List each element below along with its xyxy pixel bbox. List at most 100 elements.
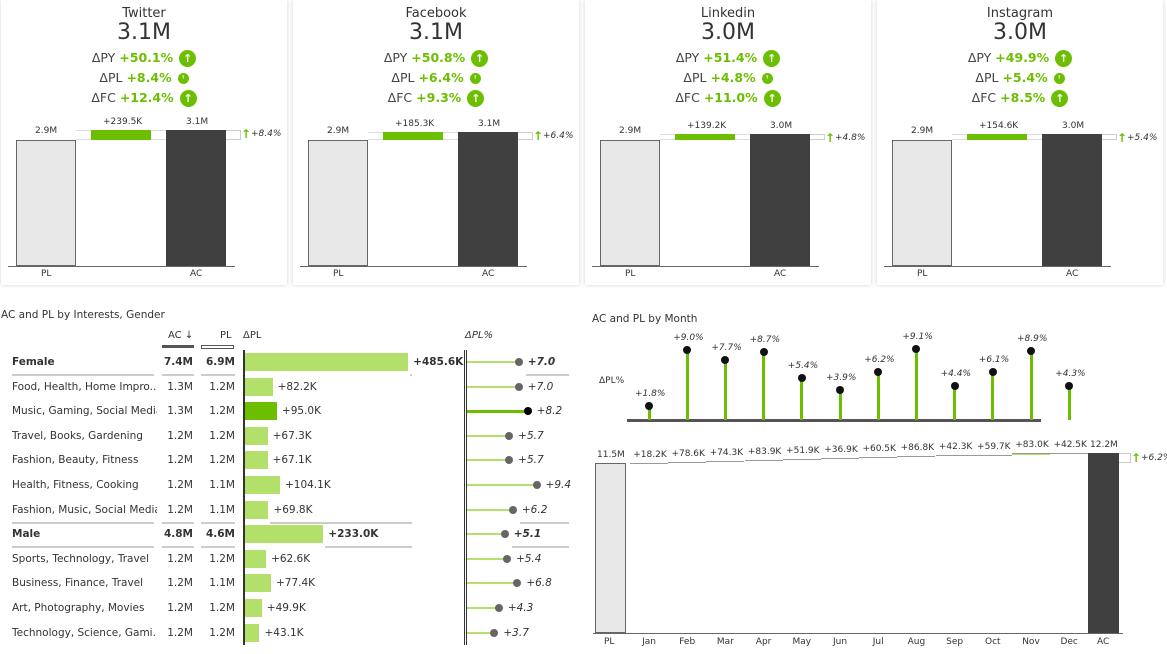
dpl-bar[interactable] — [245, 549, 267, 568]
pct-label: +8.4% — [251, 129, 282, 139]
waterfall-step[interactable] — [935, 455, 974, 457]
dpl-bar[interactable] — [245, 623, 260, 642]
card-value: 3.1M — [409, 20, 463, 45]
dpl-bar[interactable] — [245, 599, 262, 617]
header-dplp[interactable]: ΔPL% — [465, 330, 493, 341]
table-row[interactable]: Travel, Books, Gardening 1.2M 1.2M +67.3K +5… — [0, 426, 570, 448]
ac-bar[interactable] — [166, 130, 226, 266]
row-pl: 1.2M — [209, 429, 235, 442]
waterfall-step[interactable] — [1050, 452, 1089, 454]
lollipop-dot[interactable] — [797, 373, 806, 382]
dplp-dot[interactable] — [513, 579, 522, 588]
lollipop-dot[interactable] — [988, 368, 997, 377]
waterfall-step[interactable] — [897, 456, 936, 458]
arrow-up-icon: ↑ — [1131, 451, 1142, 465]
waterfall-label: +18.2K — [633, 450, 667, 461]
dpl-bar[interactable] — [245, 574, 271, 593]
card-linkedin[interactable]: Linkedin 3.0M ΔPY +51.4% ↑ ΔPL +4.8% ↑ ΔFC +11.0%… — [585, 0, 871, 285]
header-ac[interactable]: AC ↓ — [168, 330, 194, 341]
card-twitter[interactable]: Twitter 3.1M ΔPY +50.1% ↑ ΔPL +8.4% ↑ ΔFC +12.4% ↑… — [1, 0, 287, 285]
ac-bar[interactable] — [1042, 133, 1102, 266]
waterfall-step[interactable] — [744, 459, 783, 461]
row-pl: 1.2M — [209, 380, 235, 393]
table-row[interactable]: Food, Health, Home Impro... 1.3M 1.2M +82.2… — [0, 377, 570, 399]
month-label: Feb — [679, 637, 696, 647]
dplp-label: +8.2 — [536, 405, 563, 418]
dpl-label: +77.4K — [276, 577, 316, 590]
dpl-bar[interactable] — [245, 476, 280, 494]
card-facebook[interactable]: Facebook 3.1M ΔPY +50.8% ↑ ΔPL +6.4% ↑ ΔFC +9.3% ↑… — [293, 0, 579, 285]
table-row[interactable]: Music, Gaming, Social Media 1.3M 1.2M +95.0… — [0, 401, 570, 423]
dpl-bar[interactable] — [245, 426, 268, 445]
dpl-bar[interactable] — [245, 451, 268, 470]
lollipop-stem — [800, 377, 804, 420]
ac-bar[interactable] — [750, 134, 810, 266]
ac-bar[interactable] — [458, 132, 518, 266]
dplp-dot[interactable] — [532, 481, 541, 489]
table-row[interactable]: Health, Fitness, Cooking 1.2M 1.1M +104.1K +… — [0, 475, 571, 497]
waterfall-step[interactable] — [1012, 453, 1050, 455]
table-row[interactable]: Technology, Science, Gami... 1.2M 1.2M +43.… — [0, 623, 570, 645]
table-row[interactable]: Art, Photography, Movies 1.2M 1.2M +49.9K +4… — [0, 598, 570, 620]
dpl-bar[interactable] — [245, 525, 324, 544]
pl-bar[interactable] — [595, 463, 626, 633]
row-ac: 1.2M — [167, 626, 193, 639]
waterfall-step[interactable] — [630, 463, 668, 465]
lollipop-dot[interactable] — [645, 401, 653, 410]
pl-bar[interactable] — [16, 140, 76, 266]
lollipop-dot[interactable] — [721, 355, 730, 364]
arrow-up-circle-icon: ↑ — [763, 50, 781, 67]
table-row[interactable]: Fashion, Beauty, Fitness 1.2M 1.2M +67.1K +5… — [0, 450, 570, 472]
dpl-bar[interactable] — [245, 353, 409, 371]
dplp-dot[interactable] — [508, 505, 517, 514]
pl-bar[interactable] — [308, 140, 368, 266]
dpl-bar[interactable] — [245, 500, 269, 519]
lollipop-dot[interactable] — [1027, 346, 1035, 355]
waterfall-step[interactable] — [706, 460, 745, 462]
table-row[interactable]: Sports, Technology, Travel 1.2M 1.2M +62.6K… — [0, 549, 570, 571]
waterfall-step[interactable] — [668, 461, 707, 464]
dplp-dot[interactable] — [502, 554, 511, 563]
waterfall-step[interactable] — [821, 458, 859, 460]
dplp-dot[interactable] — [490, 628, 499, 637]
waterfall-step[interactable] — [973, 454, 1012, 456]
dplp-label: +5.7 — [518, 429, 544, 442]
lollipop-dot[interactable] — [874, 367, 883, 376]
row-separator — [201, 546, 235, 549]
card-instagram[interactable]: Instagram 3.0M ΔPY +49.9% ↑ ΔPL +5.4% ↑ ΔFC +8.5%… — [877, 0, 1163, 285]
x-label-ac: AC — [190, 269, 203, 279]
table-row[interactable]: Business, Finance, Travel 1.2M 1.1M +77.4K +… — [0, 573, 570, 595]
header-dpl[interactable]: ΔPL — [243, 330, 262, 341]
pl-bar[interactable] — [600, 140, 660, 266]
dplp-dot[interactable] — [523, 407, 532, 416]
lollipop-dot[interactable] — [950, 381, 959, 390]
dplp-dot[interactable] — [514, 358, 523, 366]
table-row[interactable]: Fashion, Music, Social Media 1.2M 1.1M +69.… — [0, 500, 570, 522]
lollipop-dot[interactable] — [912, 345, 921, 354]
lollipop-dot[interactable] — [836, 385, 844, 394]
group-row[interactable]: Male 4.8M 4.6M +233.0K +5.1 — [0, 524, 570, 546]
ac-bar[interactable] — [1088, 453, 1119, 633]
lollipop-dot[interactable] — [759, 348, 768, 357]
delta-fill — [91, 130, 151, 141]
waterfall-step[interactable] — [859, 457, 898, 459]
dplp-dot[interactable] — [500, 530, 509, 539]
lollipop-stem — [838, 389, 842, 420]
lollipop-dot[interactable] — [1065, 382, 1074, 391]
dpl-bar[interactable] — [245, 377, 273, 396]
pl-bar[interactable] — [892, 140, 952, 266]
dpl-bar[interactable] — [245, 402, 277, 421]
dplp-dot[interactable] — [514, 382, 523, 391]
dplp-axis — [464, 350, 467, 645]
header-pl[interactable]: PL — [220, 330, 232, 341]
lollipop-dot[interactable] — [683, 345, 692, 354]
lollipop-stem — [762, 352, 766, 420]
kpi-row: ΔPY +50.8% ↑ — [293, 50, 579, 67]
dplp-label: +5.4 — [515, 552, 542, 565]
dplp-dot[interactable] — [505, 456, 514, 465]
dplp-dot[interactable] — [505, 431, 514, 440]
waterfall-step[interactable] — [782, 458, 821, 460]
kpi-label: ΔPY — [91, 50, 116, 65]
dplp-dot[interactable] — [494, 604, 503, 612]
group-row[interactable]: Female 7.4M 6.9M +485.6K +7.0 — [0, 352, 570, 374]
